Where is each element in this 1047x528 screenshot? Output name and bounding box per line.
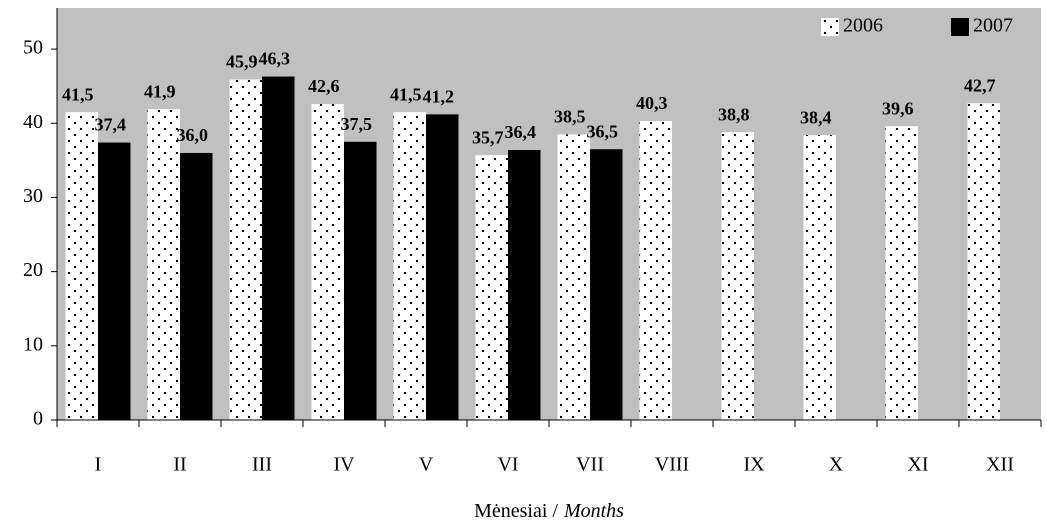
value-label: 42,6 <box>308 76 340 96</box>
bar <box>262 76 295 421</box>
legend-swatch <box>951 18 969 36</box>
x-axis-label-part: Mėnesiai / <box>474 500 558 522</box>
x-tick-label: IX <box>743 454 765 476</box>
y-tick-label: 40 <box>23 111 43 133</box>
plot-area <box>57 8 1041 420</box>
x-tick-label: VIII <box>655 454 689 476</box>
bar <box>590 149 623 420</box>
legend-label: 2006 <box>843 15 883 37</box>
bar <box>344 141 377 420</box>
x-tick-label: I <box>95 454 102 476</box>
bar <box>967 103 1000 420</box>
value-label: 38,5 <box>554 107 586 127</box>
x-axis-label-part: Months <box>563 500 624 522</box>
bar <box>721 132 754 420</box>
value-label: 38,8 <box>718 104 750 124</box>
value-label: 40,3 <box>636 93 668 113</box>
bar <box>639 121 672 420</box>
x-tick-label: X <box>829 454 844 476</box>
value-label: 46,3 <box>259 49 291 69</box>
bar <box>475 155 508 421</box>
value-label: 41,5 <box>390 84 422 104</box>
bar <box>803 135 836 420</box>
y-tick-label: 20 <box>23 259 43 281</box>
bar <box>557 134 590 420</box>
x-tick-label: VII <box>576 454 604 476</box>
x-tick-label: IV <box>333 454 355 476</box>
x-tick-label: VI <box>497 454 518 476</box>
y-tick-label: 30 <box>23 185 43 207</box>
bar <box>98 142 131 420</box>
x-tick-label: XI <box>907 454 928 476</box>
value-label: 38,4 <box>800 107 832 127</box>
x-tick-label: III <box>252 454 272 476</box>
value-label: 37,4 <box>95 115 127 135</box>
value-label: 36,0 <box>177 125 209 145</box>
x-tick-label: II <box>173 454 186 476</box>
value-label: 36,5 <box>587 121 619 141</box>
y-tick-label: 10 <box>23 333 43 355</box>
value-label: 42,7 <box>964 75 996 95</box>
bar <box>393 112 426 421</box>
value-label: 41,2 <box>423 86 455 106</box>
legend-label: 2007 <box>973 15 1013 37</box>
bar <box>311 103 344 421</box>
x-tick-label: XII <box>986 454 1014 476</box>
value-label: 41,9 <box>144 81 176 101</box>
bar <box>229 79 262 420</box>
bar <box>508 149 541 420</box>
y-tick-label: 0 <box>33 408 43 430</box>
bar <box>147 109 180 420</box>
x-axis-label: Mėnesiai / Months <box>474 500 624 522</box>
value-label: 39,6 <box>882 98 914 118</box>
bar <box>65 112 98 421</box>
value-label: 37,5 <box>341 114 373 134</box>
bar <box>426 114 459 420</box>
value-label: 35,7 <box>472 127 504 147</box>
legend-swatch <box>821 18 839 36</box>
bar <box>885 126 918 421</box>
y-tick-label: 50 <box>23 37 43 59</box>
value-label: 36,4 <box>505 122 537 142</box>
bar <box>180 152 213 421</box>
x-tick-label: V <box>419 454 434 476</box>
value-label: 41,5 <box>62 84 94 104</box>
value-label: 45,9 <box>226 52 258 72</box>
